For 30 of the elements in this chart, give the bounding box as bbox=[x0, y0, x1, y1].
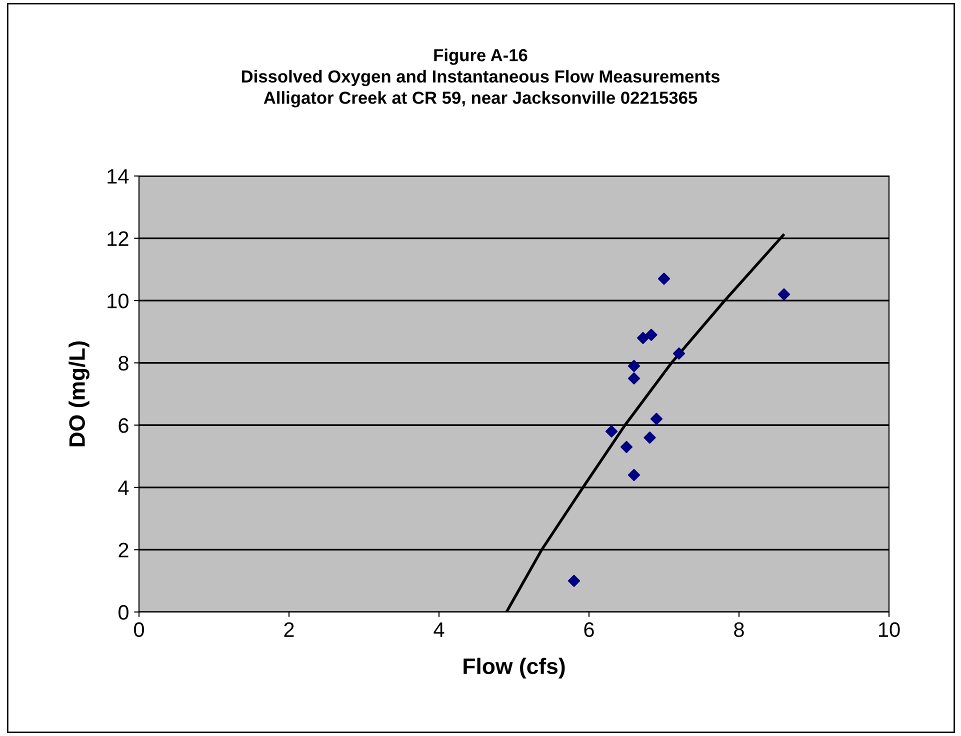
y-tick-label: 4 bbox=[118, 480, 129, 495]
point bbox=[672, 347, 686, 360]
point bbox=[650, 412, 663, 425]
x-tick-label: 10 bbox=[879, 622, 900, 638]
point bbox=[620, 440, 633, 454]
y-tick-label: 0 bbox=[118, 605, 128, 620]
point bbox=[568, 574, 580, 587]
point bbox=[778, 288, 790, 300]
chart-title: Figure A-16 Dissolved Oxygen and Instantaneous Flow Measurements Alligator Creek at CR 59, near Jacksonville 02215365 bbox=[242, 48, 720, 108]
y-axis-title: DO (mg/L) bbox=[68, 341, 90, 446]
point bbox=[645, 328, 658, 341]
point bbox=[644, 432, 656, 444]
point bbox=[658, 272, 670, 285]
x-tick-label: 0 bbox=[134, 622, 144, 638]
y-tick-label: 10 bbox=[108, 294, 128, 308]
y-tick-label: 6 bbox=[118, 418, 128, 433]
x-tick-label: 6 bbox=[584, 622, 594, 638]
y-tick-label: 12 bbox=[108, 231, 128, 246]
y-tick-label: 2 bbox=[118, 542, 128, 558]
x-tick-label: 8 bbox=[734, 622, 744, 638]
y-tick-label: 8 bbox=[118, 356, 128, 371]
point bbox=[636, 332, 650, 344]
y-tick-label: 14 bbox=[108, 169, 129, 184]
x-axis-title: Flow (cfs) bbox=[464, 658, 565, 679]
x-tick-label: 4 bbox=[434, 622, 444, 637]
point bbox=[628, 372, 640, 385]
x-tick-label: 2 bbox=[284, 622, 294, 637]
point bbox=[628, 468, 640, 482]
point bbox=[605, 425, 618, 438]
point bbox=[628, 360, 640, 372]
